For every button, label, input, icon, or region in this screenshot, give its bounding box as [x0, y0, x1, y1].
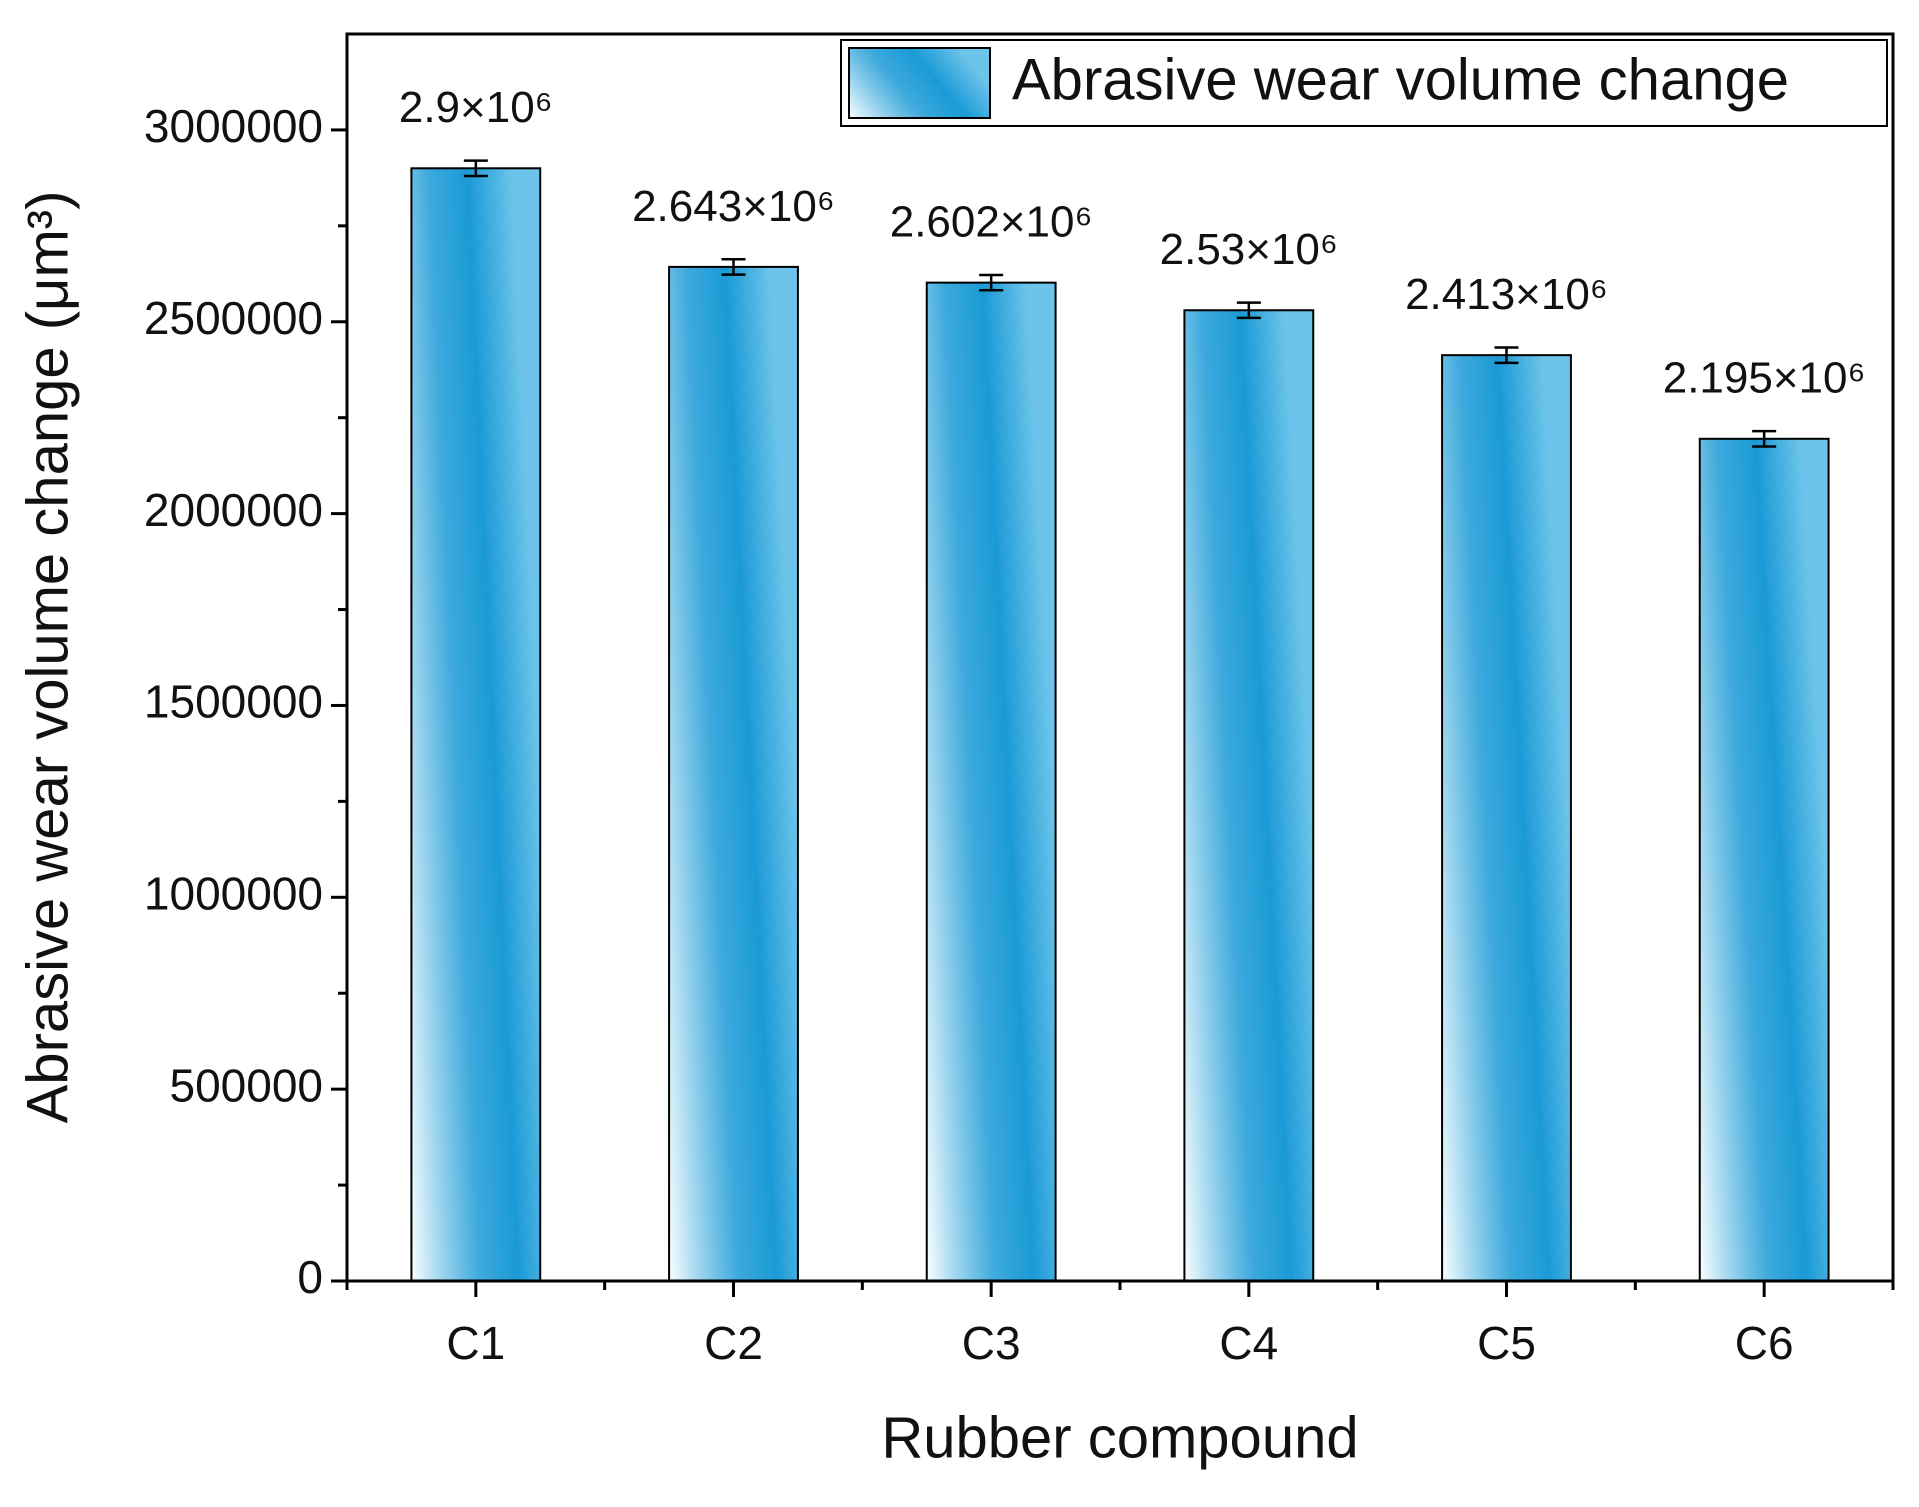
y-tick-label: 500000	[170, 1059, 324, 1111]
bar	[1183, 309, 1315, 1282]
y-tick-label: 0	[297, 1251, 323, 1303]
bar	[925, 281, 1057, 1282]
y-tick-label: 2500000	[144, 292, 323, 344]
legend-swatch	[848, 47, 991, 119]
bar	[1698, 437, 1830, 1282]
bar	[668, 265, 799, 1282]
value-label: 2.53×10⁶	[1160, 225, 1338, 274]
bar	[410, 167, 542, 1282]
value-label: 2.643×10⁶	[632, 182, 835, 231]
y-tick-label: 3000000	[144, 100, 323, 152]
x-tick-label: C5	[1477, 1317, 1536, 1369]
x-tick-label: C4	[1219, 1317, 1278, 1369]
y-tick-label: 1000000	[144, 867, 323, 919]
value-label: 2.413×10⁶	[1405, 270, 1608, 319]
y-tick-label: 1500000	[144, 676, 323, 728]
bar	[1441, 354, 1572, 1282]
x-tick-label: C2	[704, 1317, 763, 1369]
legend-label: Abrasive wear volume change	[1012, 47, 1789, 112]
y-axis-title: Abrasive wear volume change (μm³)	[15, 191, 80, 1124]
legend-box	[840, 39, 1888, 127]
value-label: 2.195×10⁶	[1663, 354, 1866, 403]
x-tick-label: C3	[962, 1317, 1021, 1369]
plot-frame	[345, 32, 1895, 1283]
value-label: 2.602×10⁶	[890, 198, 1093, 247]
y-tick-label: 2000000	[144, 484, 323, 536]
x-axis-title: Rubber compound	[881, 1405, 1358, 1470]
value-label: 2.9×10⁶	[399, 83, 553, 132]
x-tick-label: C6	[1735, 1317, 1794, 1369]
x-tick-label: C1	[446, 1317, 505, 1369]
